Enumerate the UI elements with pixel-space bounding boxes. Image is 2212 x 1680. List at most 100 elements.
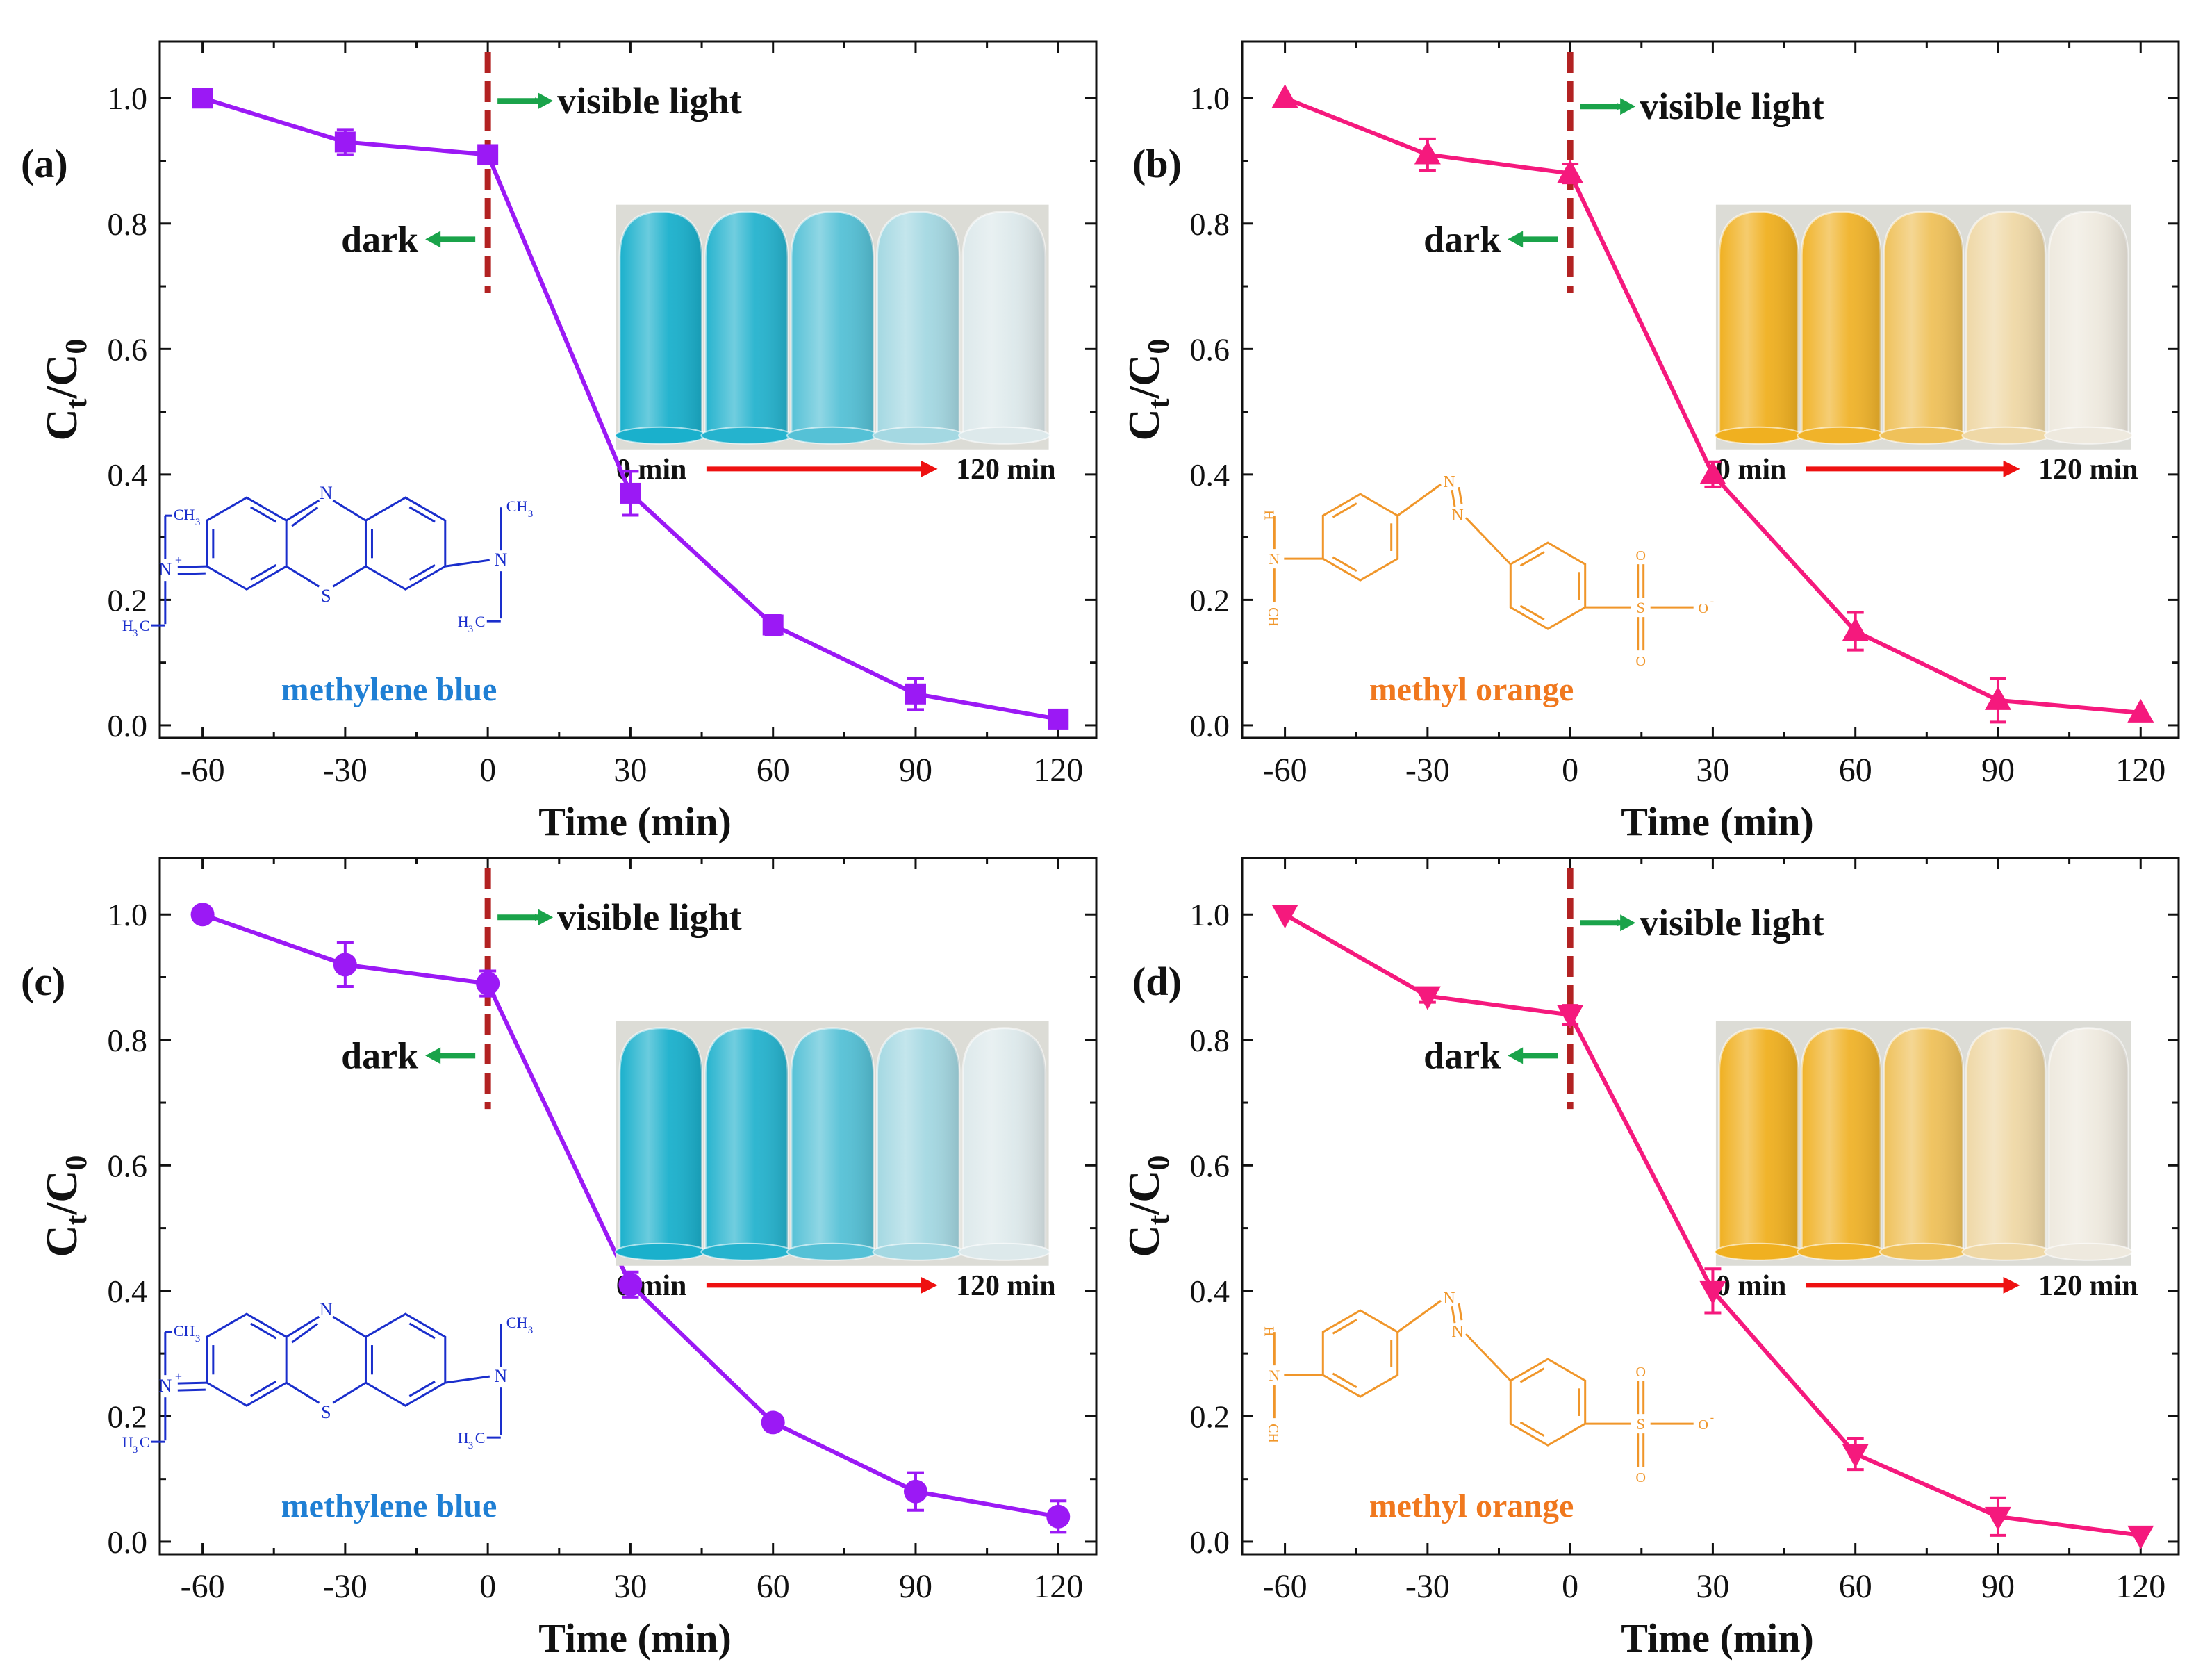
panel-d-mo-ring-right [1509, 1358, 1587, 1447]
panel-d-visible-arrow-head [1620, 914, 1636, 932]
panel-c-vial-2-shine [705, 1028, 788, 1252]
panel-d-mo-atom-ch3: CH [1265, 1424, 1280, 1443]
panel-a-vial-4-shine [877, 211, 960, 436]
panel-d-vial-3-shine [1883, 1028, 1963, 1252]
panel-a-dark-arrow-head [425, 231, 441, 248]
panel-c-vial-1-base [614, 1242, 707, 1261]
panel-a-mb-atom-s-ring: S [321, 586, 331, 606]
panel-a-mb-atom-ch3-a-sub: 3 [195, 517, 201, 528]
panel-a-mb-atom-h3c-b: H [458, 613, 469, 630]
panel-a-mb-atom-h3c-b-c: C [475, 613, 486, 630]
panel-a-y-axis-title-part-1: t [59, 398, 93, 409]
panel-c-mb-ring-left-double-bond-2 [250, 1322, 277, 1340]
panel-a-data-point-0 [192, 88, 213, 109]
panel-a-data-point-1 [334, 131, 356, 153]
panel-d-x-axis-title: Time (min) [1621, 1615, 1814, 1661]
panel-a-mb-bond-s1 [286, 565, 320, 588]
panel-c-mb-atom-h3c-b-sub: 3 [468, 1440, 474, 1451]
panel-b-mo-atom-n: N [1269, 550, 1280, 568]
panel-a-mb-atom-n-right: N [494, 550, 507, 570]
panel-b-x-tick-label-3: 30 [1696, 752, 1729, 789]
panel-d-inset-start-label: 0 min [1716, 1270, 1787, 1302]
panel-c-inset-time-arrow-head [921, 1276, 938, 1294]
panel-b-inset-photo [1714, 204, 2133, 450]
panel-b-mo-atom-ch3: CH [1265, 607, 1280, 627]
panel-a-y-tick-label-2: 0.4 [108, 457, 148, 493]
panel-a-mb-atom-ch3-b: CH [506, 497, 528, 515]
panel-c-mb-bond-s2 [332, 1381, 367, 1404]
panel-d-x-tick-label-4: 60 [1839, 1568, 1872, 1605]
panel-a-y-tick-label-5: 1.0 [108, 81, 148, 116]
panel-c-inset-end-label: 120 min [956, 1270, 1056, 1302]
panel-b-y-axis-title-part-2: /C [1119, 354, 1169, 400]
panel-a-mb-bond-n1 [286, 499, 320, 522]
panel-a-vial-3-shine [791, 211, 874, 436]
panel-d-vial-2-shine [1801, 1028, 1881, 1252]
panel-b-mo-atom-o-minus: O [1698, 601, 1708, 616]
panel-b-mo-ring-right-double-bond-0 [1519, 551, 1545, 567]
panel-a-x-axis-title: Time (min) [538, 799, 732, 844]
panel-c-mb-ring-right-double-bond-1 [408, 1381, 436, 1397]
panel-b-y-axis-title-part-1: t [1141, 398, 1175, 409]
panel-c-data-point-5 [903, 1479, 927, 1504]
panel-d-data-point-0 [1271, 905, 1298, 929]
panel-c-mb-atom-h3c-a-sub: 3 [133, 1444, 138, 1456]
panel-b-mo-atom-n-azo-1: N [1443, 473, 1455, 491]
panel-c-mb-ring-right-double-bond-2 [408, 1322, 436, 1340]
panel-d-mo-atom-o-top: O [1635, 1365, 1645, 1380]
panel-b-x-tick-label-5: 90 [1981, 752, 2015, 789]
panel-d-x-tick-label-1: -30 [1405, 1568, 1450, 1605]
panel-c-plot-frame [158, 857, 1098, 1556]
panel-b-inset-start-label: 0 min [1716, 454, 1787, 486]
panel-b-x-tick-label-1: -30 [1405, 752, 1450, 789]
panel-b: -60 -30 0 30 60 90 120 0.0 0.2 0.4 0.6 0.8 1.0 Time (… [1119, 40, 2180, 844]
panel-a-y-tick-label-4: 0.8 [108, 206, 148, 242]
panel-b-dye-name: methyl orange [1369, 671, 1574, 708]
panel-c-y-axis-title-part-2: /C [37, 1171, 86, 1216]
panel-c-mb-bond-n1-double [291, 1322, 319, 1344]
panel-a-mb-ring-left [206, 496, 288, 591]
panel-c-x-tick-label-3: 30 [613, 1568, 647, 1605]
panel-a-data-point-2 [477, 144, 499, 165]
panel-b-y-tick-label-2: 0.4 [1190, 457, 1230, 493]
panel-a-x-tick-label-0: -60 [181, 752, 225, 789]
panel-a-mb-charge-plus: + [175, 553, 182, 567]
panel-c-mb-bond-s1 [286, 1381, 320, 1404]
panel-d-mo-atom-n-azo-2: N [1451, 1323, 1463, 1341]
panel-c-mb-atom-n-right: N [494, 1366, 507, 1386]
panel-b-y-tick-label-3: 0.6 [1190, 331, 1230, 367]
panel-c-mb-atom-ch3-b-sub: 3 [528, 1325, 534, 1336]
panel-c-y-tick-label-3: 0.6 [108, 1148, 148, 1183]
panel-b-y-tick-label-1: 0.2 [1190, 582, 1230, 618]
panel-b-label: (b) [1132, 141, 1182, 186]
panel-a-y-tick-label-1: 0.2 [108, 582, 148, 618]
panel-d-y-tick-label-0: 0.0 [1190, 1524, 1230, 1560]
panel-b-y-tick-label-4: 0.8 [1190, 206, 1230, 242]
panel-b-data-point-3 [1699, 460, 1726, 484]
panel-c-x-tick-label-2: 0 [479, 1568, 496, 1605]
panel-b-mo-ring-right-double-bond-1 [1519, 604, 1545, 621]
panel-d-data-point-5 [1984, 1506, 2011, 1531]
panel-a-mb-bond-left-nplus [177, 565, 207, 568]
panel-c-y-tick-label-0: 0.0 [108, 1524, 148, 1560]
panel-d-y-axis-title-part-0: C [1119, 1225, 1169, 1257]
panel-d-vial-1-shine [1719, 1028, 1799, 1252]
panel-a-dye-name: methylene blue [281, 671, 497, 708]
panel-a-mb-ring-right [364, 496, 447, 591]
panel-d-mo-bond-ring-n1 [1396, 1299, 1442, 1333]
panel-a-mb-ring-right-double-bond-1 [408, 564, 436, 581]
panel-d-vial-2-base [1797, 1242, 1886, 1261]
panel-a-mb-atom-h3c-b-sub: 3 [468, 624, 474, 635]
panel-c-vial-1-shine [619, 1028, 702, 1252]
panel-b-x-tick-label-2: 0 [1562, 752, 1578, 789]
panel-a-vial-1-base [614, 426, 707, 445]
panel-b-visible-label: visible light [1640, 85, 1824, 127]
panel-a-x-tick-label-4: 60 [757, 752, 790, 789]
panel-c-mb-charge-plus: + [175, 1369, 182, 1383]
panel-b-mo-bond-azo-double [1458, 486, 1463, 504]
panel-d-inset-end-label: 120 min [2038, 1270, 2138, 1302]
panel-d-dye-name: methyl orange [1369, 1488, 1574, 1524]
panel-c-vial-5-base [958, 1242, 1050, 1261]
panel-a-inset-time-arrow-head [921, 460, 938, 477]
panel-d: -60 -30 0 30 60 90 120 0.0 0.2 0.4 0.6 0.8 1.0 Time (… [1119, 857, 2180, 1661]
